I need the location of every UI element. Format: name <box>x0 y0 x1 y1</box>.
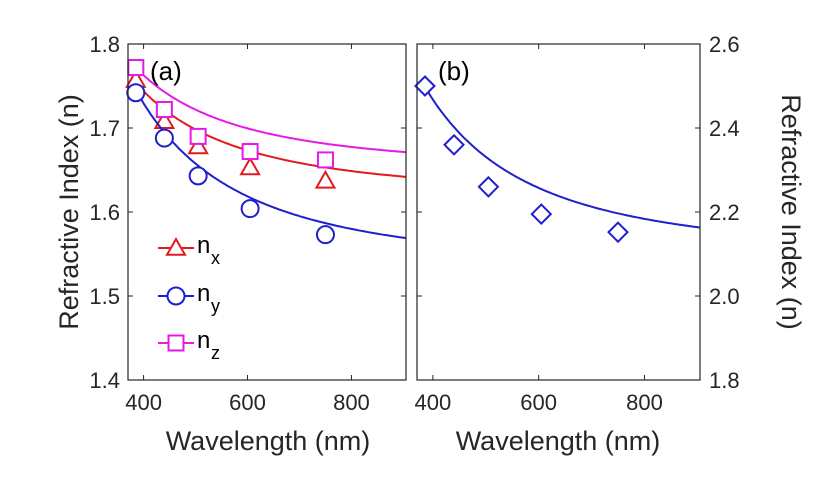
panel-a-triangle-point <box>187 135 209 155</box>
panel-a-circle-point <box>154 128 174 148</box>
panel-b-y-tick-label: 2.6 <box>709 32 740 57</box>
panel-a-triangle-point <box>153 110 176 130</box>
panel-b-diamond-point <box>607 221 629 244</box>
panel-a-circle-point <box>188 166 208 186</box>
legend-label-triangle: n <box>197 232 210 259</box>
panel-a-y-tick-label: 1.7 <box>89 116 120 141</box>
panel-a-circle-point <box>126 83 146 103</box>
panel-a-series-circle-line <box>134 89 406 240</box>
panel-b-x-tick-label: 400 <box>415 390 452 415</box>
panel-a-series-square-line <box>135 66 406 154</box>
panel-b-diamond-point <box>414 75 436 97</box>
panel-a-circle-point <box>240 199 260 219</box>
legend-subscript-triangle: x <box>211 248 220 268</box>
legend-label-circle: n <box>197 280 210 307</box>
panel-a-y-tick-label: 1.4 <box>89 368 120 393</box>
panel-b-y-tick-label: 1.8 <box>709 368 740 393</box>
panel-b-diamond-point <box>443 133 465 156</box>
panel-a-x-tick-label: 600 <box>229 390 266 415</box>
panel-b-x-tick-label: 600 <box>520 390 557 415</box>
panel-b-diamond-point <box>477 175 500 198</box>
panel-b-y-tick-label: 2.2 <box>709 200 740 225</box>
panel-a-label: (a) <box>150 56 182 86</box>
panel-a-triangle-point <box>239 156 261 176</box>
legend-marker-square <box>167 334 185 352</box>
panel-a-x-tick-label: 400 <box>125 390 162 415</box>
panel-a-square-point <box>316 151 334 169</box>
panel-b-y-axis-label: Refractive Index (n) <box>776 94 806 330</box>
legend-subscript-circle: y <box>211 296 220 316</box>
panel-b-label: (b) <box>438 56 470 86</box>
panel-a-y-axis-label: Refractive Index (n) <box>54 94 84 330</box>
panel-a-legend: n xn yn z <box>158 232 220 363</box>
panel-a-square-point <box>155 101 173 119</box>
panel-a-circle-point <box>315 225 335 245</box>
panel-a-square-point <box>127 59 145 77</box>
panel-b-x-tick-label: 800 <box>626 390 663 415</box>
panel-a-series-triangle-line <box>135 82 406 178</box>
panel-b: 400 600 800 1.8 2.0 2.2 2.4 2.6 (b) Wavelength … <box>414 32 806 456</box>
panel-a-y-tick-label: 1.8 <box>89 32 120 57</box>
legend-label-square: n <box>197 327 210 354</box>
panel-b-y-tick-label: 2.0 <box>709 284 740 309</box>
panel-b-diamond-point <box>530 203 553 226</box>
panel-b-series-diamond-line <box>424 86 700 229</box>
panel-b-y-tick-label: 2.4 <box>709 116 740 141</box>
panel-a-x-axis-label: Wavelength (nm) <box>166 426 371 456</box>
panel-a-triangle-point <box>314 169 337 189</box>
panel-a-y-tick-label: 1.5 <box>89 284 120 309</box>
panel-a-x-tick-label: 800 <box>333 390 370 415</box>
panel-a-square-point <box>189 127 207 145</box>
panel-a-square-point <box>241 143 259 161</box>
panel-a-y-tick-label: 1.6 <box>89 200 120 225</box>
legend-marker-circle <box>166 286 186 306</box>
panel-a: 400 600 800 1.4 1.5 1.6 1.7 1.8 (a) Wavelength … <box>54 32 407 456</box>
panel-b-axes-box <box>416 43 701 381</box>
panel-b-x-axis-label: Wavelength (nm) <box>456 426 661 456</box>
legend-marker-triangle <box>165 236 187 256</box>
legend-subscript-square: z <box>211 343 220 363</box>
